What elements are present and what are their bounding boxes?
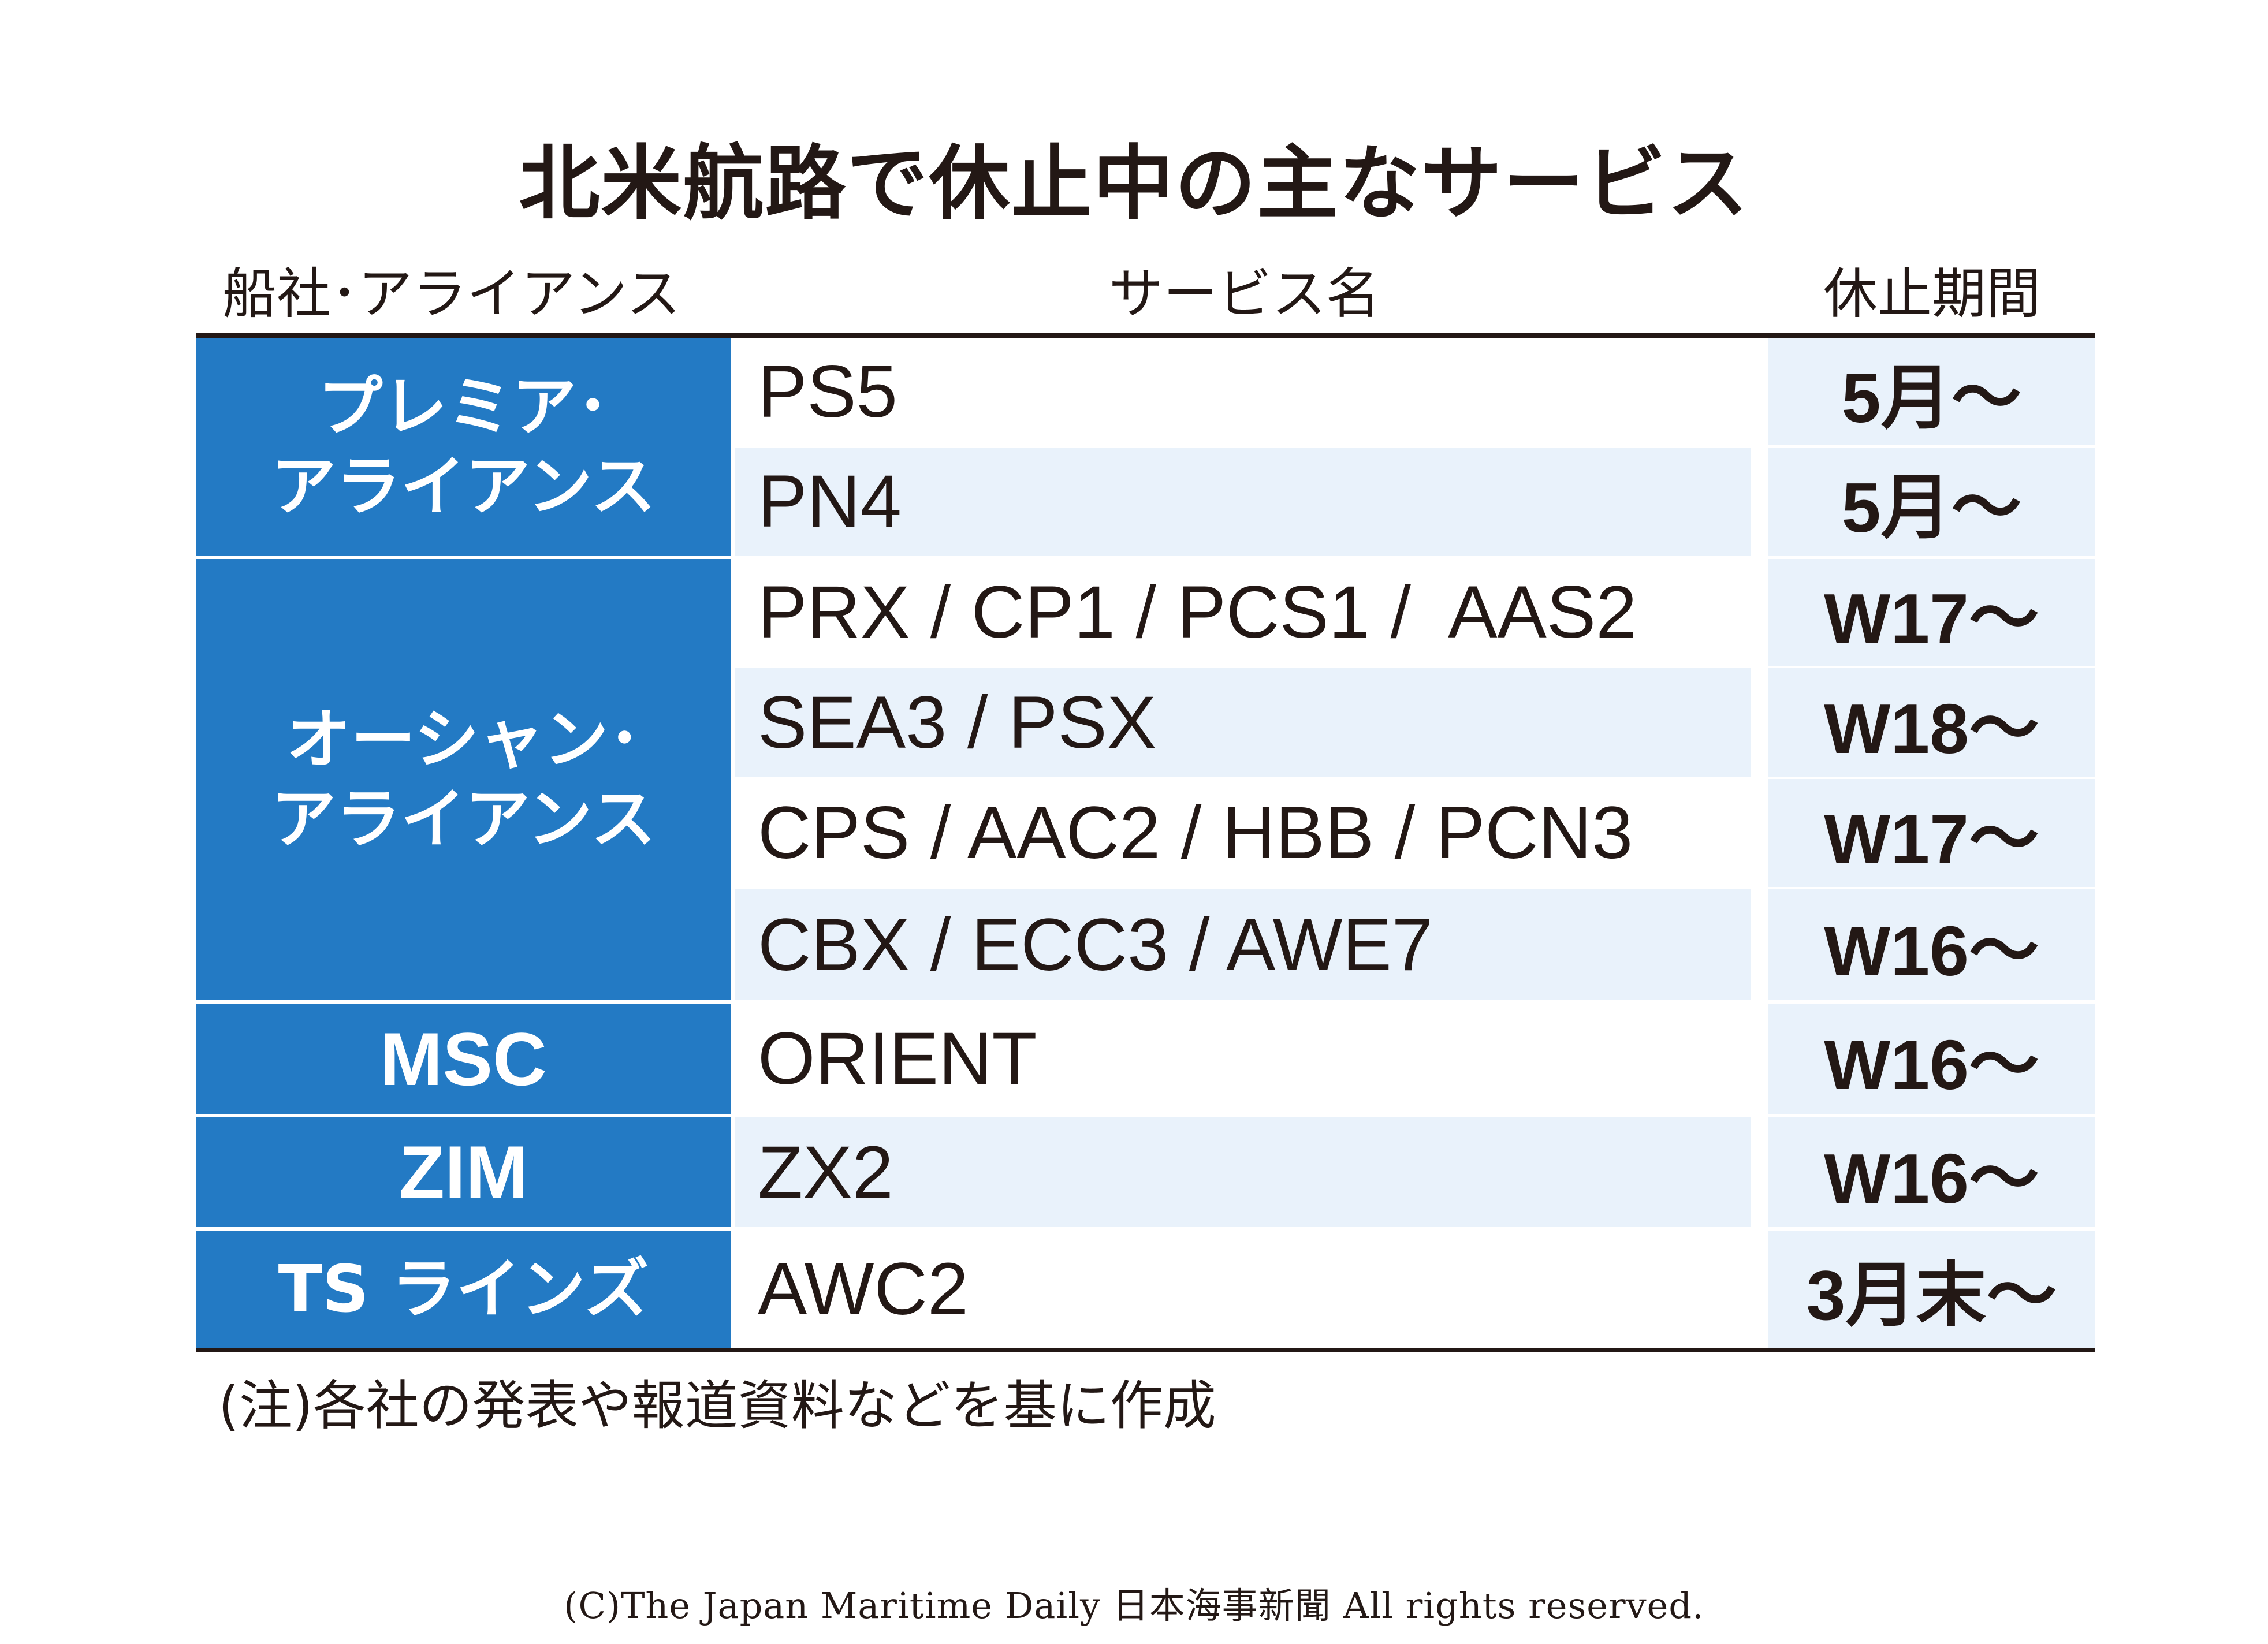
- period-cell: W17～: [1768, 559, 2095, 666]
- service-cell: PS5: [758, 351, 897, 433]
- company-cell-zim: ZIM: [196, 1117, 731, 1227]
- service-cell: CBX / ECC3 / AWE7: [735, 889, 1751, 1000]
- copyright-notice: (C)The Japan Maritime Daily 日本海事新聞 All r…: [564, 1585, 1704, 1627]
- period-cell: W16～: [1768, 1117, 2095, 1227]
- company-label-line: プレミア･: [318, 370, 609, 445]
- period-cell: W16～: [1768, 889, 2095, 1000]
- company-cell-ts-lines: TS ラインズ: [196, 1231, 731, 1348]
- service-cell: ZX2: [735, 1117, 1751, 1227]
- service-cell: SEA3 / PSX: [735, 668, 1751, 777]
- service-cell: PN4: [735, 448, 1751, 556]
- company-label-line: MSC: [380, 1016, 547, 1101]
- company-cell-premier-alliance: プレミア･ アライアンス: [196, 338, 731, 556]
- period-cell: W16～: [1768, 1004, 2095, 1114]
- service-cell: ORIENT: [758, 1017, 1037, 1100]
- header-period: 休止期間: [1823, 263, 2040, 326]
- company-label-line: TS ラインズ: [278, 1251, 649, 1327]
- service-cell: CPS / AAC2 / HBB / PCN3: [758, 792, 1633, 874]
- service-cell: AWC2: [758, 1248, 969, 1330]
- period-cell: W17～: [1768, 779, 2095, 887]
- header-service: サービス名: [1108, 263, 1380, 326]
- period-cell: 5月～: [1768, 338, 2095, 445]
- company-label-line: アライアンス: [271, 782, 656, 857]
- company-label-line: オーシャン･: [286, 702, 641, 777]
- table-top-rule: [196, 333, 2095, 338]
- period-cell: W18～: [1768, 668, 2095, 777]
- company-cell-msc: MSC: [196, 1004, 731, 1114]
- service-cell: PRX / CP1 / PCS1 / AAS2: [758, 571, 1637, 654]
- header-company: 船社･アライアンス: [222, 263, 681, 326]
- company-label-line: ZIM: [399, 1130, 528, 1214]
- chart-title: 北米航路で休止中の主なサービス: [519, 137, 1749, 231]
- table-bottom-rule: [196, 1348, 2095, 1352]
- period-cell: 3月末～: [1768, 1231, 2095, 1348]
- source-note: (注)各社の発表や報道資料などを基に作成: [218, 1375, 1216, 1437]
- company-label-line: アライアンス: [271, 449, 656, 524]
- period-cell: 5月～: [1768, 448, 2095, 556]
- company-cell-ocean-alliance: オーシャン･ アライアンス: [196, 559, 731, 1000]
